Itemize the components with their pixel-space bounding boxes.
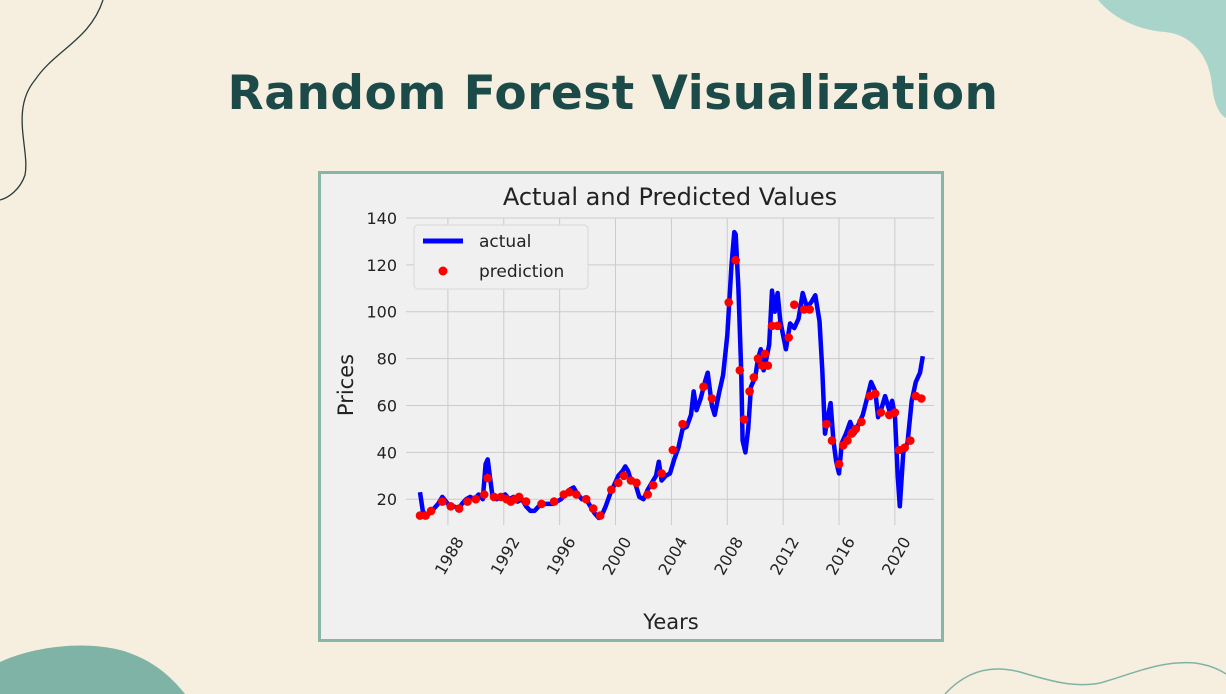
prediction-point	[827, 436, 837, 445]
prediction-point	[595, 511, 605, 520]
prediction-point	[549, 497, 559, 506]
y-tick-label: 60	[377, 396, 397, 415]
prediction-point	[471, 494, 481, 504]
prediction-point	[514, 492, 524, 502]
x-tick-label: 2000	[599, 534, 636, 579]
prediction-point	[678, 419, 687, 429]
prediction-point	[784, 333, 793, 342]
top-left-curve-line	[0, 0, 104, 201]
chart-title: Actual and Predicted Values	[503, 183, 837, 211]
legend-prediction-swatch	[438, 266, 448, 276]
x-axis-label: Years	[642, 610, 698, 634]
slide-title: Random Forest Visualization	[227, 66, 999, 121]
prediction-point	[834, 459, 844, 469]
prediction-point	[843, 436, 852, 445]
y-tick-label: 20	[377, 490, 397, 509]
prediction-point	[890, 408, 900, 417]
y-tick-label: 120	[366, 256, 397, 275]
series	[415, 229, 926, 521]
prediction-point	[871, 389, 880, 399]
prediction-point	[760, 349, 770, 359]
prediction-point	[614, 478, 623, 488]
bottom-left-blob	[0, 645, 185, 694]
prediction-point	[479, 490, 489, 499]
prediction-point	[735, 366, 745, 375]
prediction-point	[857, 417, 866, 427]
prediction-point	[489, 492, 499, 502]
prediction-point	[521, 497, 531, 506]
legend-actual-label: actual	[479, 232, 531, 252]
prediction-point	[906, 436, 915, 445]
price-chart: 20 40 60 80 100 120 140 1988 1992 1996 2000 2004 200…	[334, 183, 934, 634]
prediction-point	[900, 443, 909, 453]
prediction-point	[426, 506, 436, 516]
x-tick-label: 2004	[654, 534, 691, 579]
legend: actual prediction	[413, 224, 589, 290]
prediction-point	[581, 494, 591, 504]
prediction-point	[876, 408, 886, 417]
y-tick-label: 40	[377, 443, 397, 462]
x-tick-label: 2020	[878, 534, 915, 579]
x-tick-label: 2012	[766, 534, 803, 579]
x-tick-label: 1996	[543, 534, 580, 579]
bottom-right-wave-line	[944, 661, 1226, 694]
prediction-point	[790, 300, 799, 309]
prediction-point	[572, 490, 581, 499]
y-tick-label: 80	[377, 350, 397, 369]
prediction-point	[707, 394, 717, 403]
x-tick-label: 1992	[487, 534, 524, 579]
y-tick-label: 140	[366, 209, 397, 228]
prediction-point	[739, 415, 749, 424]
prediction-point	[463, 497, 472, 506]
x-tick-label: 2008	[710, 534, 747, 579]
prediction-point	[822, 419, 831, 429]
prediction-point	[537, 499, 546, 509]
prediction-point	[483, 473, 492, 483]
x-tick-label: 2016	[822, 534, 859, 579]
top-right-blob	[1098, 0, 1226, 118]
prediction-point	[753, 354, 763, 363]
prediction-point	[773, 321, 782, 331]
prediction-point	[454, 504, 464, 513]
chart-frame: 20 40 60 80 100 120 140 1988 1992 1996 2000 2004 200…	[318, 171, 944, 642]
prediction-point	[851, 424, 861, 434]
prediction-point	[446, 502, 455, 511]
prediction-point	[745, 387, 754, 396]
prediction-point	[565, 487, 574, 497]
prediction-point	[731, 255, 740, 265]
prediction-point	[643, 490, 652, 499]
prediction-point	[657, 469, 666, 478]
y-tick-label: 100	[366, 303, 397, 322]
prediction-point	[699, 382, 708, 391]
prediction-point	[724, 298, 733, 307]
prediction-point	[668, 445, 678, 455]
prediction-point	[607, 485, 616, 495]
prediction-point	[805, 305, 814, 314]
prediction-point	[917, 394, 926, 403]
y-axis-label: Prices	[334, 354, 358, 416]
prediction-point	[763, 361, 773, 370]
prediction-point	[648, 480, 658, 490]
prediction-point	[632, 478, 641, 488]
x-tick-label: 1988	[431, 534, 468, 579]
prediction-point	[588, 504, 598, 513]
prediction-point	[619, 471, 629, 481]
legend-prediction-label: prediction	[479, 262, 564, 282]
prediction-point	[749, 373, 759, 382]
prediction-point	[438, 497, 447, 506]
